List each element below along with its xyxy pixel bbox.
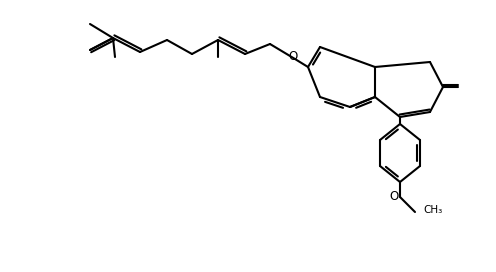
Text: O: O: [288, 51, 298, 63]
Text: CH₃: CH₃: [423, 205, 442, 215]
Text: O: O: [389, 190, 399, 203]
